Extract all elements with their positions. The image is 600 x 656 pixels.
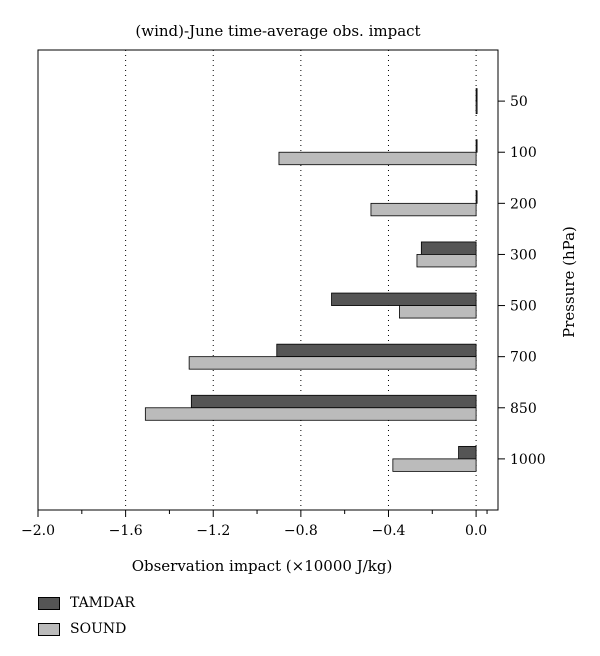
bar-sound (416, 254, 477, 268)
y-tick-label: 300 (510, 247, 537, 263)
bar-tamdar (475, 88, 478, 102)
y-tick-label: 850 (510, 401, 537, 417)
bar-sound (144, 407, 477, 421)
y-tick-label: 100 (510, 145, 537, 161)
bar-tamdar (475, 190, 478, 204)
x-tick-label: 0.0 (465, 523, 487, 539)
y-tick-label: 700 (510, 350, 537, 366)
bar-sound (278, 151, 477, 166)
legend-label-tamdar: TAMDAR (70, 595, 135, 611)
y-tick-label: 200 (510, 196, 537, 212)
bar-tamdar (475, 139, 478, 153)
y-tick-label: 50 (510, 94, 528, 110)
bar-sound (370, 202, 477, 217)
y-tick-label: 500 (510, 299, 537, 315)
x-tick-label: −2.0 (21, 523, 55, 539)
y-axis: 50 100 200 300 500 700 850 1000 (498, 94, 546, 468)
grid-lines (125, 50, 477, 510)
x-tick-label: −1.6 (109, 523, 143, 539)
bar-tamdar (420, 241, 477, 255)
legend-item-tamdar: TAMDAR (38, 590, 135, 616)
bar-tamdar (190, 394, 477, 409)
x-axis-label: Observation impact (×10000 J/kg) (132, 557, 393, 575)
bar-sound (392, 458, 477, 472)
y-tick-label: 1000 (510, 452, 546, 468)
y-axis-label: Pressure (hPa) (560, 226, 578, 338)
bar-tamdar (276, 343, 477, 358)
x-axis: −2.0 −1.6 −1.2 −0.8 −0.4 0.0 (21, 510, 488, 539)
bar-tamdar (331, 292, 477, 306)
legend-label-sound: SOUND (70, 621, 127, 637)
x-tick-label: −0.4 (371, 523, 405, 539)
legend-swatch-tamdar (38, 596, 60, 610)
plot-frame (37, 49, 499, 511)
bars (144, 88, 478, 472)
bar-sound (475, 100, 478, 115)
bar-sound (399, 305, 477, 319)
legend-item-sound: SOUND (38, 616, 135, 642)
x-tick-label: −0.8 (284, 523, 318, 539)
bar-tamdar (458, 445, 477, 460)
bar-sound (188, 356, 477, 370)
legend-swatch-sound (38, 622, 60, 636)
x-tick-label: −1.2 (196, 523, 230, 539)
legend: TAMDAR SOUND (38, 590, 135, 642)
chart-title: (wind)-June time-average obs. impact (135, 22, 420, 40)
